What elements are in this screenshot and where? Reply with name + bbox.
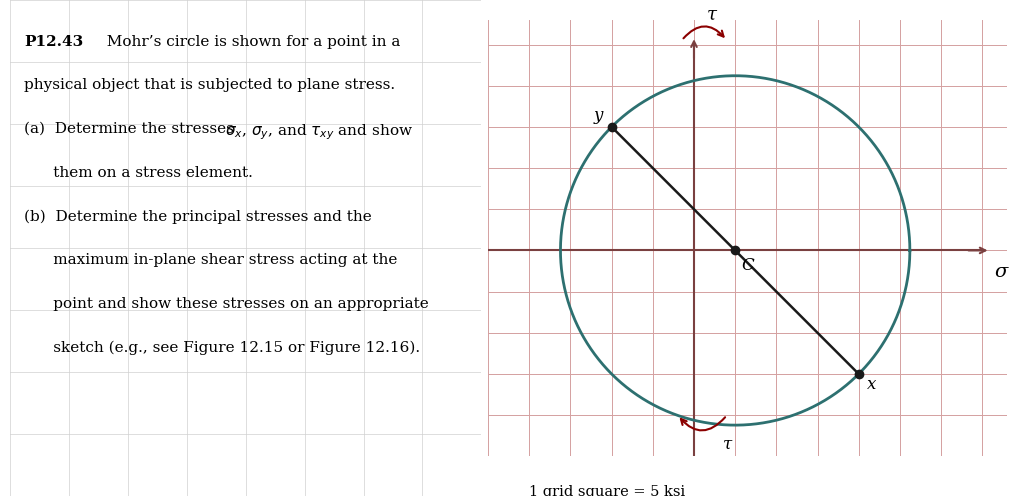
Text: P12.43: P12.43 <box>25 35 84 49</box>
Text: point and show these stresses on an appropriate: point and show these stresses on an appr… <box>25 297 429 310</box>
Text: C: C <box>741 257 755 274</box>
Text: Mohr’s circle is shown for a point in a: Mohr’s circle is shown for a point in a <box>97 35 400 49</box>
Text: sketch (e.g., see Figure 12.15 or Figure 12.16).: sketch (e.g., see Figure 12.15 or Figure… <box>25 340 421 355</box>
Text: them on a stress element.: them on a stress element. <box>25 166 253 180</box>
Text: $\sigma_x$, $\sigma_y$, and $\tau_{xy}$ and show: $\sigma_x$, $\sigma_y$, and $\tau_{xy}$ … <box>224 122 413 142</box>
Text: τ: τ <box>723 435 732 453</box>
Text: τ: τ <box>707 6 717 24</box>
Text: physical object that is subjected to plane stress.: physical object that is subjected to pla… <box>25 78 395 92</box>
Text: (b)  Determine the principal stresses and the: (b) Determine the principal stresses and… <box>25 209 372 224</box>
Text: maximum in-plane shear stress acting at the: maximum in-plane shear stress acting at … <box>25 253 397 267</box>
Text: (a)  Determine the stresses: (a) Determine the stresses <box>25 122 240 136</box>
Text: σ: σ <box>994 263 1008 281</box>
Text: y: y <box>594 108 603 124</box>
Text: 1 grid square = 5 ksi: 1 grid square = 5 ksi <box>529 485 685 496</box>
Text: x: x <box>867 376 877 393</box>
